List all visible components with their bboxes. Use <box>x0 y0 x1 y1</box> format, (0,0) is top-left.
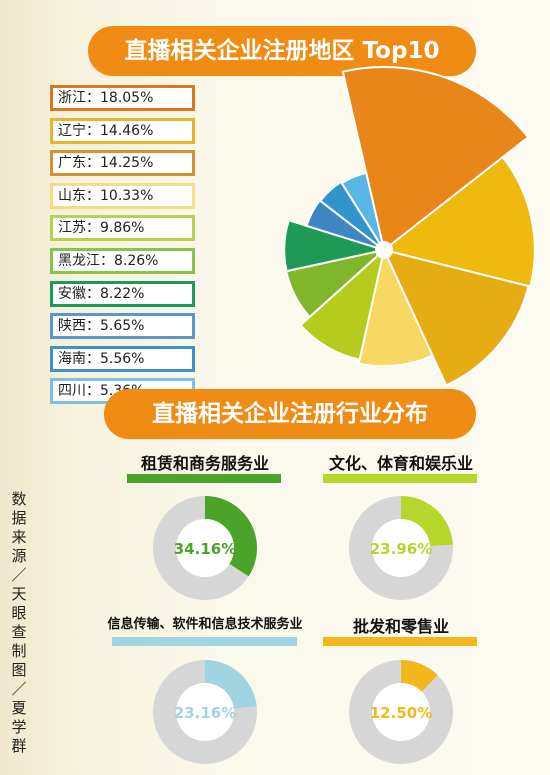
pie-slice <box>340 171 385 251</box>
region-legend: 浙江：18.05% 辽宁：14.46% 广东：14.25% 山东：10.33% 江苏：9… <box>50 85 195 411</box>
pie-slice <box>357 246 434 368</box>
source-note: 数据来源／天眼查 制图／夏学群 <box>11 490 27 755</box>
donut-value-arc <box>205 660 257 709</box>
legend-item: 山东：10.33% <box>50 182 195 209</box>
donut-value-arc <box>205 496 258 577</box>
chart-title-banner: 直播相关企业注册地区 Top10 <box>88 26 476 76</box>
legend-item: 浙江：18.05% <box>50 85 195 111</box>
donut-value-arc <box>401 660 438 692</box>
donut-value-label: 23.16% <box>174 704 236 722</box>
donut-value-label: 23.96% <box>370 540 432 558</box>
industry-title: 信息传输、软件和信息技术服务业 <box>107 617 303 632</box>
donut-center <box>372 519 430 577</box>
industry-section-banner: 直播相关企业注册行业分布 <box>104 389 476 439</box>
industry-color-bar <box>127 474 281 483</box>
legend-item: 安徽：8.22% <box>50 280 195 307</box>
donut-value-label: 12.50% <box>370 704 432 722</box>
legend-item: 海南：5.56% <box>50 345 195 372</box>
industry-color-bar <box>112 637 297 646</box>
pie-slice <box>283 219 388 273</box>
donut-center <box>176 683 234 741</box>
pie-slice <box>298 247 386 361</box>
legend-item: 江苏：9.86% <box>50 215 195 242</box>
legend-item: 陕西：5.65% <box>50 313 195 340</box>
pie-center-hole <box>375 241 393 259</box>
industry-color-bar <box>323 474 477 483</box>
donut-value-label: 34.16% <box>174 540 236 558</box>
pie-slice <box>341 66 530 252</box>
industry-title: 文化、体育和娱乐业 <box>328 454 473 473</box>
industry-color-bar <box>323 637 477 646</box>
legend-item: 辽宁：14.46% <box>50 117 195 144</box>
donut-center <box>176 519 234 577</box>
legend-item: 黑龙江：8.26% <box>50 247 195 274</box>
industry-title: 租赁和商务服务业 <box>140 454 269 473</box>
donut-value-arc <box>401 496 453 547</box>
pie-slice <box>318 180 385 251</box>
donut-center <box>372 683 430 741</box>
pie-slice <box>382 248 530 387</box>
pie-slice <box>381 155 536 288</box>
legend-item: 广东：14.25% <box>50 150 195 177</box>
industry-title: 批发和零售业 <box>352 617 449 636</box>
